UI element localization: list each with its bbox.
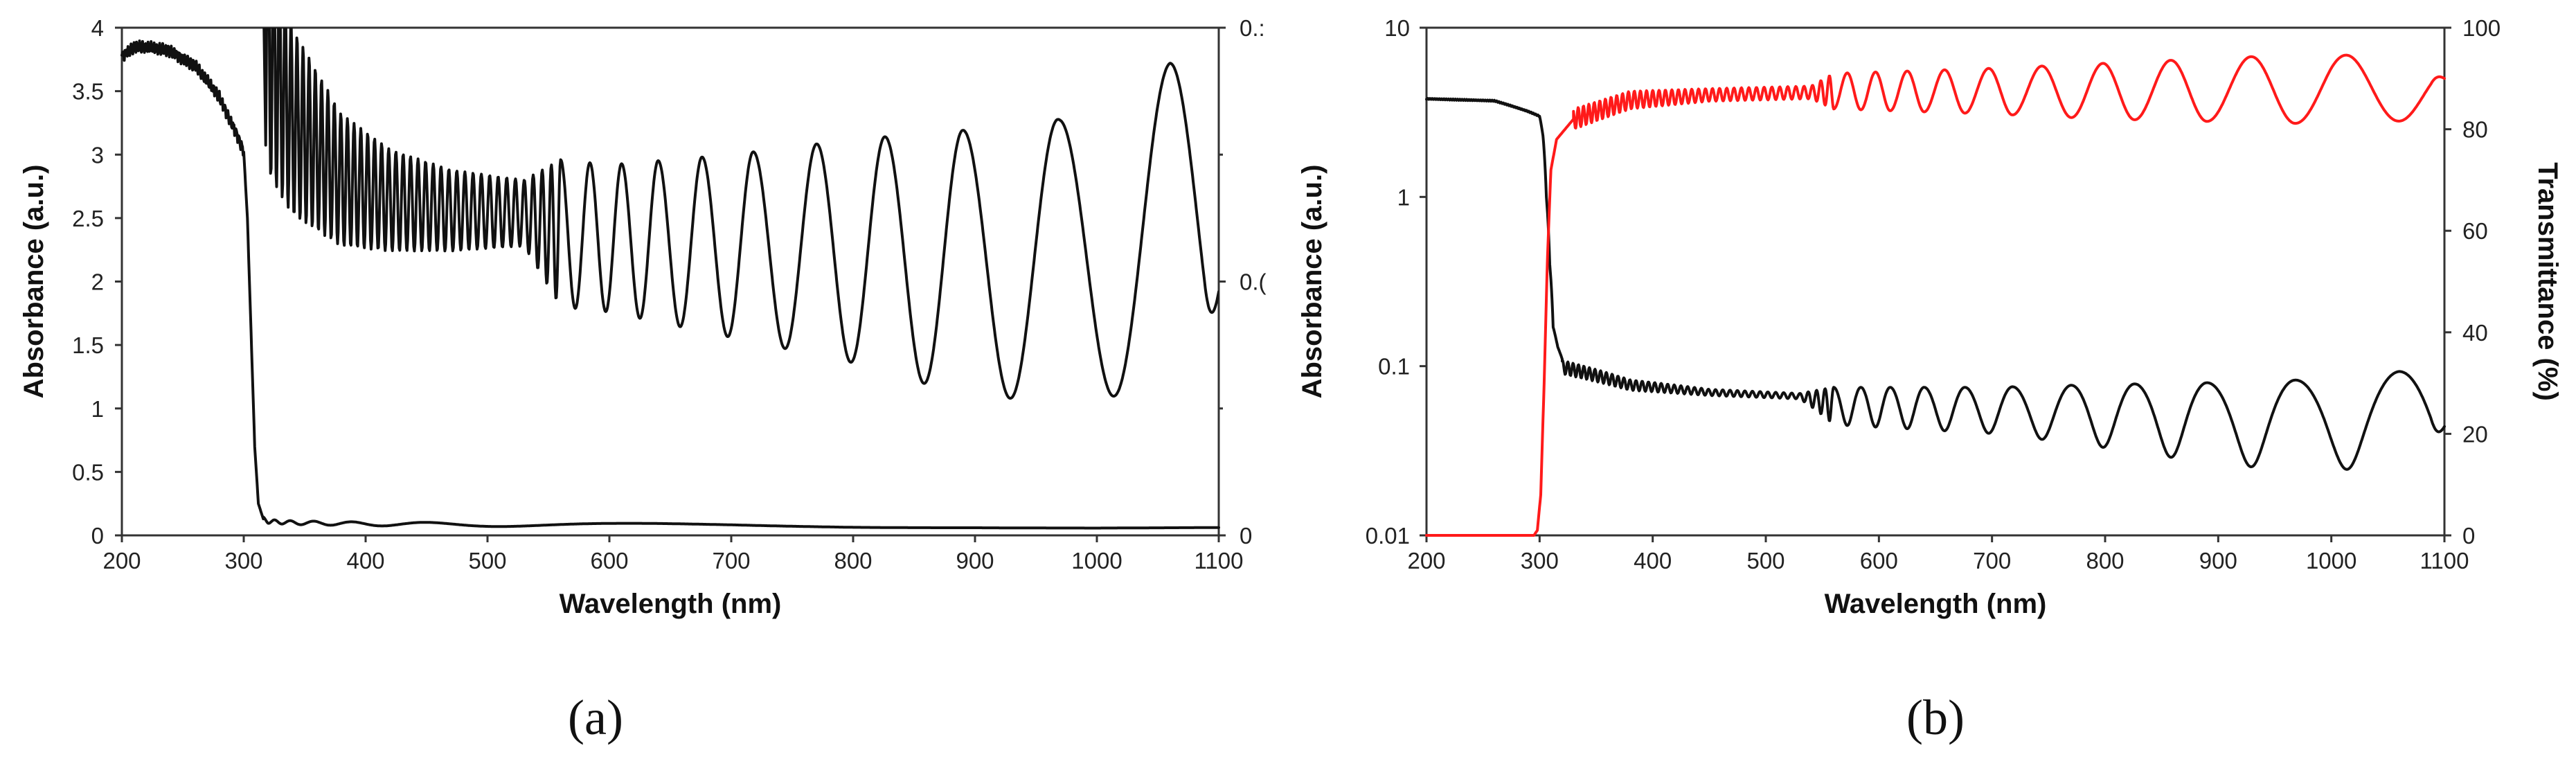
series-absorbance-line bbox=[1425, 97, 2446, 471]
x-tick-label: 200 bbox=[1407, 548, 1445, 573]
x-tick-label: 300 bbox=[1521, 548, 1559, 573]
x-tick-label: 700 bbox=[1973, 548, 2011, 573]
y-tick-label: 0.01 bbox=[1366, 523, 1410, 549]
y-tick-label: 1.5 bbox=[72, 332, 104, 358]
x-tick-label: 500 bbox=[1746, 548, 1785, 573]
y-tick-label: 0 bbox=[91, 523, 104, 549]
x-axis-title: Wavelength (nm) bbox=[1825, 589, 2047, 619]
y2-tick-label: 60 bbox=[2462, 218, 2488, 244]
y2-tick-label: 20 bbox=[2462, 421, 2488, 447]
series-transmittance-line bbox=[1425, 53, 2446, 537]
x-tick-label: 700 bbox=[712, 548, 750, 573]
y-axis-title: Absorbance (a.u.) bbox=[19, 165, 49, 399]
y-axis-title: Absorbance (a.u.) bbox=[1297, 165, 1327, 399]
x-tick-label: 300 bbox=[224, 548, 262, 573]
x-tick-label: 1100 bbox=[1195, 548, 1244, 573]
panel-label-b: (b) bbox=[1906, 690, 1965, 745]
x-axis-title: Wavelength (nm) bbox=[560, 589, 782, 619]
y2-axis-title: Transmittance (%) bbox=[2532, 162, 2563, 401]
y-tick-label: 2.5 bbox=[72, 206, 104, 231]
x-tick-label: 1100 bbox=[2420, 548, 2469, 573]
y2-tick-label: 0 bbox=[2462, 523, 2475, 549]
y2-tick-label: 80 bbox=[2462, 117, 2488, 143]
y-tick-label: 4 bbox=[91, 15, 104, 41]
series-absorbance-zoom-line bbox=[262, 28, 1219, 400]
x-tick-label: 900 bbox=[956, 548, 994, 573]
x-tick-label: 400 bbox=[1634, 548, 1672, 573]
chart-panel-a: 200 300 400 500 600 700 800 900 1000 110000.511.5… bbox=[19, 15, 1267, 745]
y-tick-label: 3 bbox=[91, 142, 104, 168]
y-tick-label: 0.5 bbox=[72, 459, 104, 485]
y2-tick-label: 0.( bbox=[1240, 269, 1267, 295]
y-tick-label: 2 bbox=[91, 269, 104, 295]
y-tick-label: 10 bbox=[1384, 15, 1410, 41]
x-tick-label: 800 bbox=[2086, 548, 2124, 573]
x-tick-label: 600 bbox=[1860, 548, 1898, 573]
y-tick-label: 1 bbox=[91, 396, 104, 422]
x-tick-label: 500 bbox=[468, 548, 506, 573]
chart-panel-b: 200 300 400 500 600 700 800 900 1000 11000.010.11… bbox=[1297, 15, 2563, 745]
x-tick-label: 1000 bbox=[2306, 548, 2356, 573]
y2-tick-label: 100 bbox=[2462, 15, 2501, 41]
y-tick-label: 0.1 bbox=[1378, 354, 1410, 380]
x-tick-label: 200 bbox=[102, 548, 141, 573]
y2-tick-label: 40 bbox=[2462, 320, 2488, 346]
x-tick-label: 900 bbox=[2199, 548, 2237, 573]
x-tick-label: 800 bbox=[834, 548, 872, 573]
y2-tick-label: 0 bbox=[1240, 523, 1252, 549]
series-absorbance-line bbox=[120, 39, 1220, 530]
y-tick-label: 3.5 bbox=[72, 79, 104, 105]
y-tick-label: 1 bbox=[1397, 184, 1410, 210]
x-tick-label: 1000 bbox=[1071, 548, 1122, 573]
x-tick-label: 400 bbox=[346, 548, 384, 573]
y2-tick-label: 0.: bbox=[1240, 15, 1265, 41]
panel-label-a: (a) bbox=[568, 690, 623, 745]
x-tick-label: 600 bbox=[590, 548, 628, 573]
